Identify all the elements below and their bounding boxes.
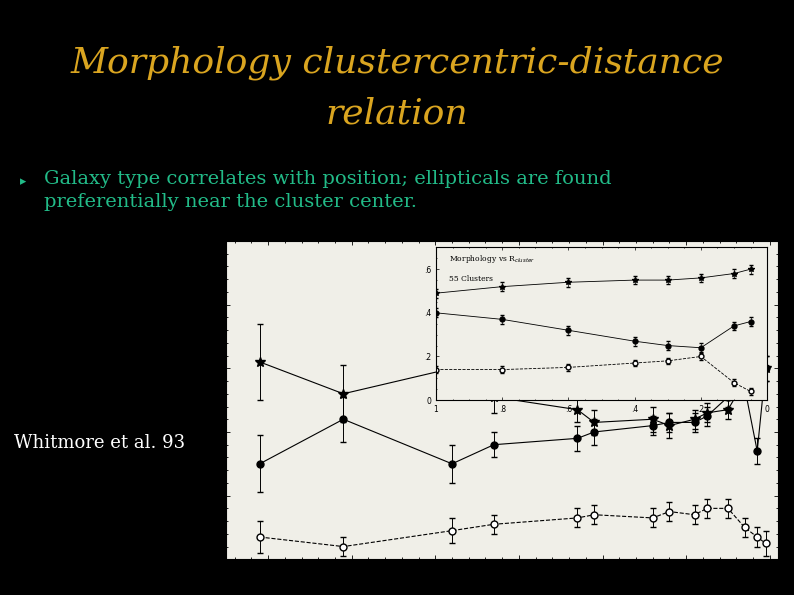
Y-axis label: Fraction of Population: Fraction of Population xyxy=(198,340,208,461)
Text: relation: relation xyxy=(326,96,468,130)
Text: ▸: ▸ xyxy=(20,175,26,188)
Text: MORPHOLOGICAL FRACTIONS IN CLUSTERS OF GALAXIES: MORPHOLOGICAL FRACTIONS IN CLUSTERS OF G… xyxy=(226,227,505,237)
Text: Whitmore et al. 93: Whitmore et al. 93 xyxy=(14,434,186,452)
Text: preferentially near the cluster center.: preferentially near the cluster center. xyxy=(44,193,417,211)
Text: Morphology clustercentric-distance: Morphology clustercentric-distance xyxy=(70,45,724,80)
X-axis label: R$_{cluster}$ (Mpc): R$_{cluster}$ (Mpc) xyxy=(467,577,538,591)
Text: Galaxy type correlates with position; ellipticals are found: Galaxy type correlates with position; el… xyxy=(44,170,611,187)
